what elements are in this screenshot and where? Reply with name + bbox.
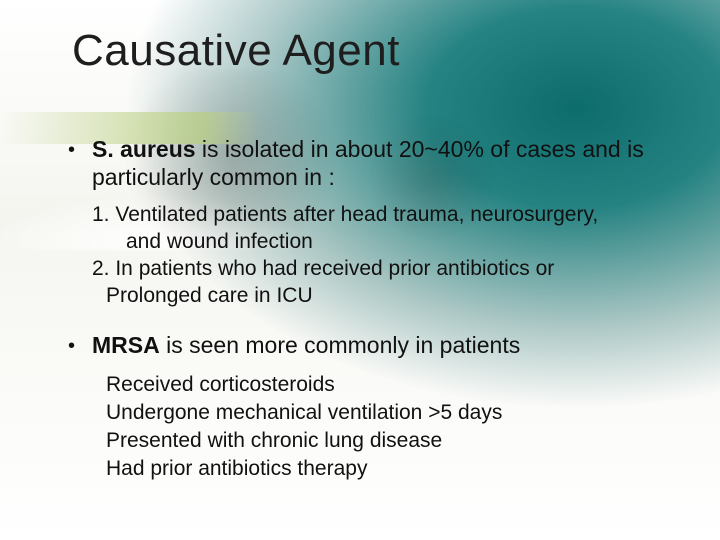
slide-title: Causative Agent (72, 26, 400, 76)
bullet-marker: • (64, 135, 92, 165)
bullet-text: MRSA is seen more commonly in patients (92, 331, 520, 359)
bullet-sublist: 1. Ventilated patients after head trauma… (92, 201, 674, 309)
subline: Had prior antibiotics therapy (106, 455, 674, 483)
subline: and wound infection (92, 228, 674, 255)
bullet-item: • S. aureus is isolated in about 20~40% … (64, 135, 674, 191)
bullet-item: • MRSA is seen more commonly in patients (64, 331, 674, 361)
subline: Received corticosteroids (106, 371, 674, 399)
subline: Presented with chronic lung disease (106, 427, 674, 455)
subline: 2. In patients who had received prior an… (92, 255, 674, 282)
bullet-rest: is seen more commonly in patients (160, 332, 521, 358)
bullet-marker: • (64, 331, 92, 361)
bullet-sublist: Received corticosteroids Undergone mecha… (106, 371, 674, 483)
bullet-lead: MRSA (92, 332, 160, 358)
subline: Undergone mechanical ventilation >5 days (106, 399, 674, 427)
slide-body: • S. aureus is isolated in about 20~40% … (64, 135, 674, 483)
bullet-lead: S. aureus (92, 136, 196, 162)
subline: Prolonged care in ICU (92, 282, 674, 309)
bullet-text: S. aureus is isolated in about 20~40% of… (92, 135, 674, 191)
subline: 1. Ventilated patients after head trauma… (92, 201, 674, 228)
slide: Causative Agent • S. aureus is isolated … (0, 0, 720, 540)
